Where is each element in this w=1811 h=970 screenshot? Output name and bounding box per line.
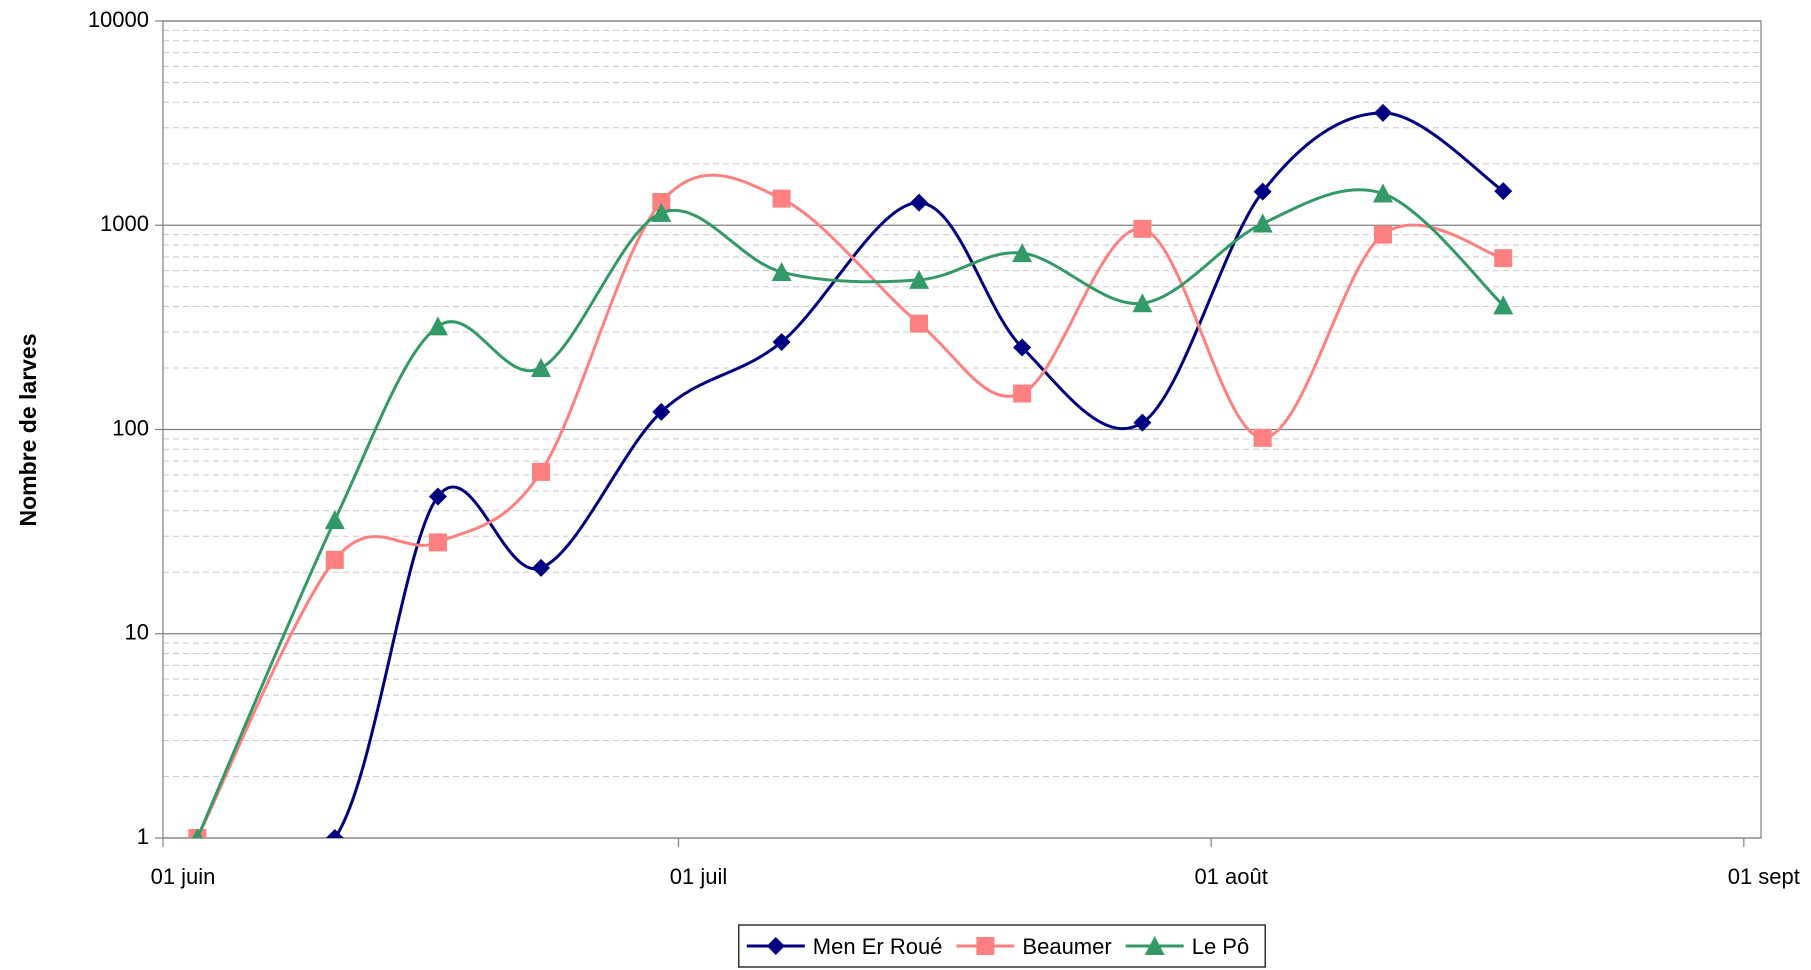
marker [427, 316, 448, 336]
marker [771, 262, 792, 282]
marker [772, 189, 791, 208]
x-tick-label: 01 juin [151, 864, 216, 889]
x-tick-label: 01 sept [1728, 864, 1800, 889]
marker [1494, 249, 1513, 268]
marker [1012, 243, 1033, 263]
marker [1493, 295, 1514, 315]
legend-label: Beaumer [1022, 934, 1111, 959]
marker [652, 192, 671, 211]
marker [772, 333, 791, 352]
marker [1253, 428, 1272, 447]
marker [651, 202, 672, 222]
marker [1132, 293, 1153, 313]
marker [1373, 225, 1392, 244]
plot-area [188, 103, 1514, 838]
legend-label: Men Er Roué [813, 934, 943, 959]
marker [532, 558, 551, 577]
y-axis-label: Nombre de larves [15, 333, 41, 526]
marker [1133, 413, 1152, 432]
legend: Men Er Roué Beaumer Le Pô [738, 924, 1266, 968]
marker [1144, 936, 1165, 955]
marker [324, 510, 345, 530]
marker [428, 487, 447, 506]
marker [766, 937, 785, 955]
y-tick-label: 10000 [88, 7, 149, 32]
marker [1372, 183, 1393, 203]
marker [1013, 384, 1032, 403]
marker [532, 462, 551, 481]
y-tick-label: 1000 [100, 211, 149, 236]
marker [325, 829, 344, 838]
marker [1253, 182, 1272, 201]
y-tick-label: 10 [125, 620, 149, 645]
y-tick-label: 1 [137, 824, 149, 849]
legend-label: Le Pô [1192, 934, 1250, 959]
y-tick-label: 100 [112, 415, 149, 440]
x-tick-label: 01 juil [670, 864, 727, 889]
marker [1013, 338, 1032, 357]
marker [192, 828, 203, 838]
marker [325, 550, 344, 569]
marker [1373, 103, 1392, 122]
marker [1494, 182, 1513, 201]
marker [909, 269, 930, 289]
series-line [196, 173, 1504, 838]
x-tick-label: 01 août [1194, 864, 1267, 889]
marker [1133, 219, 1152, 238]
marker [428, 533, 447, 552]
marker [976, 937, 995, 955]
marker [910, 314, 929, 333]
marker [910, 193, 929, 212]
marker [652, 402, 671, 421]
marker [531, 358, 552, 378]
plot-frame [162, 20, 1762, 839]
marker [1252, 213, 1273, 233]
